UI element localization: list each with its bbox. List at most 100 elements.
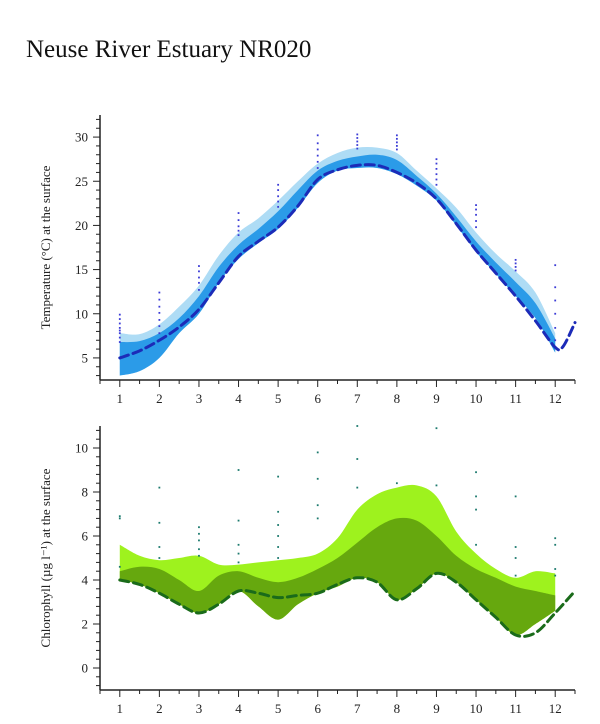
temperature-observation-point bbox=[316, 160, 319, 163]
chlorophyll-observation-point bbox=[435, 427, 438, 430]
chlorophyll-observation-point bbox=[514, 546, 517, 548]
temperature-observation-point bbox=[118, 329, 121, 332]
chlorophyll-observation-point bbox=[158, 486, 161, 489]
temperature-observation-point bbox=[198, 281, 200, 284]
temperature-observation-point bbox=[395, 145, 398, 147]
chlorophyll-median-line bbox=[118, 571, 577, 638]
chlorophyll-observation-point bbox=[356, 458, 359, 460]
temperature-y-tick-label: 10 bbox=[75, 306, 88, 321]
chlorophyll-y-tick-label: 10 bbox=[75, 441, 88, 456]
temperature-observation-point bbox=[118, 341, 121, 343]
temperature-observation-point bbox=[118, 318, 121, 320]
chlorophyll-inner-band bbox=[119, 517, 556, 636]
chlorophyll-x-tick-label: 10 bbox=[470, 701, 483, 716]
temperature-y-tick-label: 30 bbox=[75, 130, 88, 145]
temperature-observation-point bbox=[395, 137, 398, 140]
chlorophyll-observation-point bbox=[554, 574, 557, 577]
temperature-observation-point bbox=[158, 319, 161, 321]
chlorophyll-observation-point bbox=[316, 477, 319, 480]
chlorophyll-y-tick-label: 8 bbox=[82, 485, 89, 500]
chlorophyll-x-tick-label: 11 bbox=[509, 701, 522, 716]
temperature-x-tick-label: 6 bbox=[314, 391, 321, 406]
temperature-observation-point bbox=[237, 229, 240, 232]
chlorophyll-x-tick-label: 9 bbox=[433, 701, 440, 716]
chlorophyll-y-tick-label: 2 bbox=[82, 617, 89, 632]
temperature-observation-point bbox=[158, 291, 161, 294]
chlorophyll-observation-point bbox=[356, 486, 359, 489]
chlorophyll-observation-point bbox=[237, 469, 240, 471]
chlorophyll-observation-point bbox=[277, 557, 280, 559]
chlorophyll-observation-point bbox=[237, 552, 240, 555]
chlorophyll-observation-point bbox=[237, 561, 240, 564]
temperature-outer-band bbox=[119, 147, 556, 376]
temperature-observation-point bbox=[435, 167, 438, 170]
chlorophyll-observation-point bbox=[475, 471, 477, 474]
temperature-y-tick-label: 20 bbox=[75, 218, 88, 233]
temperature-x-tick-label: 5 bbox=[275, 391, 282, 406]
chlorophyll-observation-point bbox=[158, 557, 161, 559]
temperature-observation-point bbox=[395, 134, 398, 137]
temperature-observation-point bbox=[237, 219, 240, 222]
temperature-observation-point bbox=[118, 322, 121, 325]
chlorophyll-observation-point bbox=[198, 532, 200, 535]
chlorophyll-observation-point bbox=[277, 524, 280, 526]
temperature-observation-point bbox=[118, 326, 121, 329]
chlorophyll-observation-point bbox=[158, 521, 161, 524]
temperature-observation-point bbox=[316, 154, 319, 157]
temperature-observation-point bbox=[277, 205, 280, 208]
chlorophyll-observation-point bbox=[395, 482, 398, 485]
chlorophyll-x-tick-label: 4 bbox=[235, 701, 242, 716]
chlorophyll-observation-point bbox=[277, 510, 280, 513]
chlorophyll-x-tick-label: 3 bbox=[196, 701, 203, 716]
chlorophyll-observation-point bbox=[118, 515, 121, 518]
temperature-observation-point bbox=[554, 312, 557, 315]
chlorophyll-x-tick-label: 8 bbox=[394, 701, 401, 716]
temperature-x-tick-label: 10 bbox=[470, 391, 483, 406]
temperature-observation-point bbox=[514, 269, 517, 272]
temperature-observation-point bbox=[475, 204, 477, 206]
temperature-observation-point bbox=[356, 137, 359, 139]
temperature-observation-point bbox=[118, 336, 121, 339]
temperature-x-tick-label: 1 bbox=[117, 391, 124, 406]
temperature-observation-point bbox=[237, 225, 240, 228]
chlorophyll-observation-point bbox=[554, 568, 557, 570]
temperature-x-tick-label: 3 bbox=[196, 391, 203, 406]
temperature-observation-point bbox=[237, 212, 240, 214]
temperature-observation-point bbox=[277, 183, 280, 186]
chlorophyll-observation-point bbox=[277, 475, 280, 478]
chlorophyll-y-tick-label: 6 bbox=[82, 529, 89, 544]
temperature-observation-point bbox=[475, 220, 477, 222]
temperature-x-tick-label: 8 bbox=[394, 391, 401, 406]
chlorophyll-observation-point bbox=[475, 543, 477, 546]
temperature-observation-point bbox=[277, 195, 280, 198]
chlorophyll-y-tick-label: 0 bbox=[82, 661, 89, 676]
chlorophyll-x-tick-label: 1 bbox=[117, 701, 124, 716]
temperature-y-axis-title: Temperature (°C) at the surface bbox=[38, 165, 53, 329]
temperature-observation-point bbox=[554, 286, 557, 289]
temperature-observation-point bbox=[475, 208, 477, 211]
chlorophyll-observation-point bbox=[198, 526, 200, 529]
temperature-observation-point bbox=[395, 141, 398, 144]
chlorophyll-observation-point bbox=[316, 451, 319, 454]
temperature-observation-point bbox=[435, 173, 438, 176]
chlorophyll-x-tick-label: 7 bbox=[354, 701, 361, 716]
chlorophyll-observation-point bbox=[158, 546, 161, 548]
temperature-observation-point bbox=[277, 189, 280, 191]
chlorophyll-x-tick-label: 12 bbox=[549, 701, 562, 716]
temperature-observation-point bbox=[356, 133, 359, 136]
temperature-observation-point bbox=[316, 134, 319, 137]
chlorophyll-observation-point bbox=[198, 548, 200, 551]
temperature-observation-point bbox=[356, 140, 359, 143]
temperature-observation-point bbox=[158, 298, 161, 301]
temperature-observation-point bbox=[554, 299, 557, 302]
chlorophyll-observation-point bbox=[554, 537, 557, 540]
temperature-observation-point bbox=[316, 142, 319, 145]
temperature-inner-band bbox=[119, 154, 556, 376]
chlorophyll-observation-point bbox=[514, 495, 517, 498]
temperature-observation-point bbox=[435, 178, 438, 181]
page-title: Neuse River Estuary NR020 bbox=[26, 36, 312, 63]
temperature-observation-point bbox=[435, 158, 438, 161]
